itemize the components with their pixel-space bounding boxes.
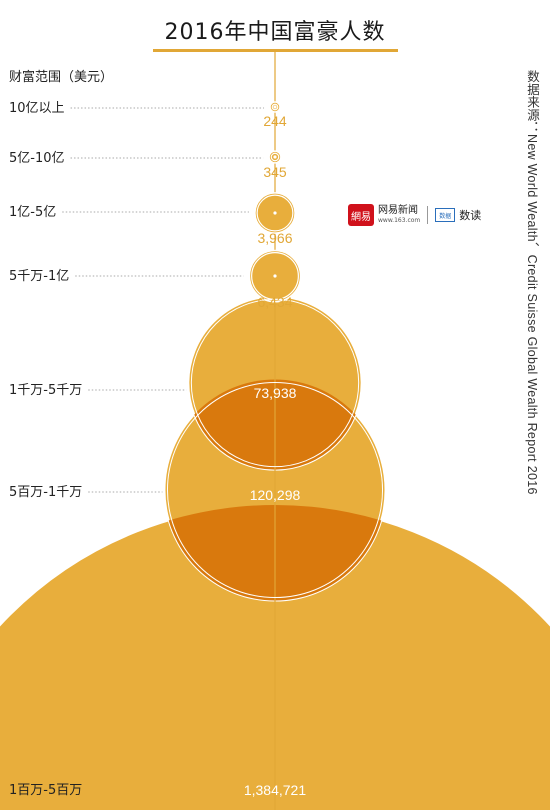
bubble-overlap-0: [188, 379, 362, 470]
value-label-6: 1,384,721: [244, 782, 306, 798]
bubble-inner-ring-2: [256, 194, 294, 232]
value-label-0: 244: [263, 113, 287, 129]
netease-logo-icon: 網易: [348, 204, 374, 226]
value-label-1: 345: [263, 164, 287, 180]
brand-url: www.163.com: [378, 217, 421, 224]
bubble-inner-ring-1: [270, 152, 280, 162]
bubble-center-dot-1: [273, 155, 277, 159]
brand-sub: 数读: [459, 209, 482, 222]
brand-mark: 網易 网易新闻 www.163.com 数据 数读: [348, 204, 481, 226]
category-label-4: 1千万-5千万: [9, 383, 82, 398]
bubble-center-dot-2: [273, 211, 277, 215]
bubble-inner-ring-5: [166, 381, 384, 599]
data-chart-icon: 数据: [435, 208, 456, 222]
value-label-3: 6,434: [257, 294, 292, 310]
chart-title: 2016年中国富豪人数: [164, 20, 386, 45]
category-label-0: 10亿以上: [9, 101, 65, 116]
category-label-6: 1百万-5百万: [9, 783, 82, 798]
axis-title: 财富范围（美元）: [9, 70, 114, 85]
brand-divider: [427, 206, 429, 224]
category-label-5: 5百万-1千万: [9, 485, 82, 500]
value-label-2: 3,966: [257, 230, 292, 246]
brand-name-cn: 网易新闻: [378, 205, 418, 216]
bubble-inner-ring-0: [271, 103, 279, 111]
category-label-2: 1亿-5亿: [9, 205, 56, 220]
bubble-center-dot-3: [273, 274, 277, 278]
bubble-inner-ring-4: [190, 298, 360, 468]
bubble-center-dot-0: [273, 105, 277, 109]
value-label-5: 120,298: [250, 487, 301, 503]
brand-name: 网易新闻 www.163.com: [378, 206, 420, 224]
category-label-3: 5千万-1亿: [9, 269, 69, 284]
title-underline: [153, 49, 398, 52]
category-label-1: 5亿-10亿: [9, 151, 65, 166]
data-source: 数据来源：New World Wealth、Credit Suisse Glob…: [525, 70, 539, 495]
value-label-4: 73,938: [254, 385, 297, 401]
